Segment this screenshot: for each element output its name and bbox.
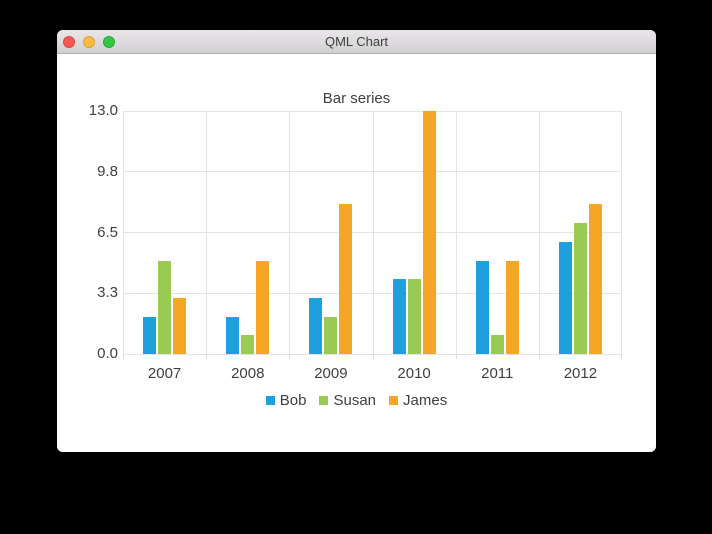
gridline-vertical (538, 111, 540, 354)
x-axis-tick (538, 354, 540, 359)
x-axis-tick (455, 354, 457, 359)
bar-james-2009 (339, 204, 353, 354)
legend-item-james: James (389, 392, 447, 409)
x-tick-label: 2010 (397, 365, 431, 382)
chart-legend: Bob Susan James (57, 392, 656, 409)
legend-item-susan: Susan (319, 392, 376, 409)
legend-marker-icon (319, 396, 329, 405)
bar-bob-2009 (309, 297, 323, 354)
x-axis-tick (123, 354, 124, 359)
bar-james-2007 (173, 297, 187, 354)
bar-susan-2008 (241, 335, 255, 354)
gridline-vertical (621, 111, 622, 354)
bar-bob-2011 (475, 260, 489, 354)
bar-bob-2007 (143, 316, 157, 354)
x-tick-label: 2012 (563, 365, 598, 382)
y-tick-label: 6.5 (97, 223, 118, 241)
y-tick-label: 13.0 (88, 102, 118, 119)
minimize-button[interactable] (83, 36, 95, 48)
close-button[interactable] (63, 36, 75, 48)
legend-label: Susan (333, 392, 377, 409)
legend-marker-icon (265, 396, 275, 405)
chart-title: Bar series (322, 90, 391, 107)
bar-james-2008 (256, 260, 270, 354)
gridline-vertical (206, 111, 208, 354)
bar-bob-2012 (558, 241, 572, 354)
gridline-vertical (455, 111, 457, 354)
x-axis-tick (621, 354, 622, 359)
window-titlebar[interactable]: QML Chart (57, 30, 656, 54)
x-tick-label: 2011 (481, 365, 514, 382)
y-tick-label: 0.0 (97, 345, 118, 362)
plot-area (123, 110, 622, 359)
x-tick-label: 2008 (231, 365, 265, 382)
chart-view: Bar series 0.0 3.3 6.5 9.8 13.0 2007 2008 2009… (57, 54, 656, 452)
bar-bob-2008 (226, 316, 240, 354)
fullscreen-button[interactable] (103, 36, 115, 48)
bar-susan-2011 (490, 335, 504, 354)
legend-label: Bob (279, 392, 307, 409)
bar-susan-2010 (407, 279, 421, 354)
bar-james-2010 (422, 111, 436, 354)
bar-susan-2012 (573, 223, 587, 354)
window-controls (63, 36, 115, 48)
x-tick-label: 2007 (147, 365, 182, 382)
y-tick-label: 3.3 (97, 284, 118, 302)
x-axis-tick (372, 354, 374, 359)
legend-label: James (403, 392, 448, 409)
gridline-vertical (289, 111, 291, 354)
y-tick-label: 9.8 (97, 162, 118, 180)
gridline-vertical (123, 111, 124, 354)
legend-item-bob: Bob (265, 392, 307, 409)
bar-james-2011 (505, 260, 519, 354)
legend-marker-icon (389, 396, 399, 405)
bar-james-2012 (588, 204, 602, 354)
x-tick-label: 2009 (314, 365, 348, 382)
bar-bob-2010 (392, 279, 406, 354)
x-axis-tick (289, 354, 291, 359)
qml-chart-window: QML Chart Bar series 0.0 3.3 6.5 9.8 13.0 20… (57, 30, 656, 452)
bar-susan-2007 (158, 260, 172, 354)
gridline-vertical (372, 111, 374, 354)
window-title: QML Chart (324, 34, 389, 49)
x-axis-tick (206, 354, 208, 359)
bar-susan-2009 (324, 316, 338, 354)
